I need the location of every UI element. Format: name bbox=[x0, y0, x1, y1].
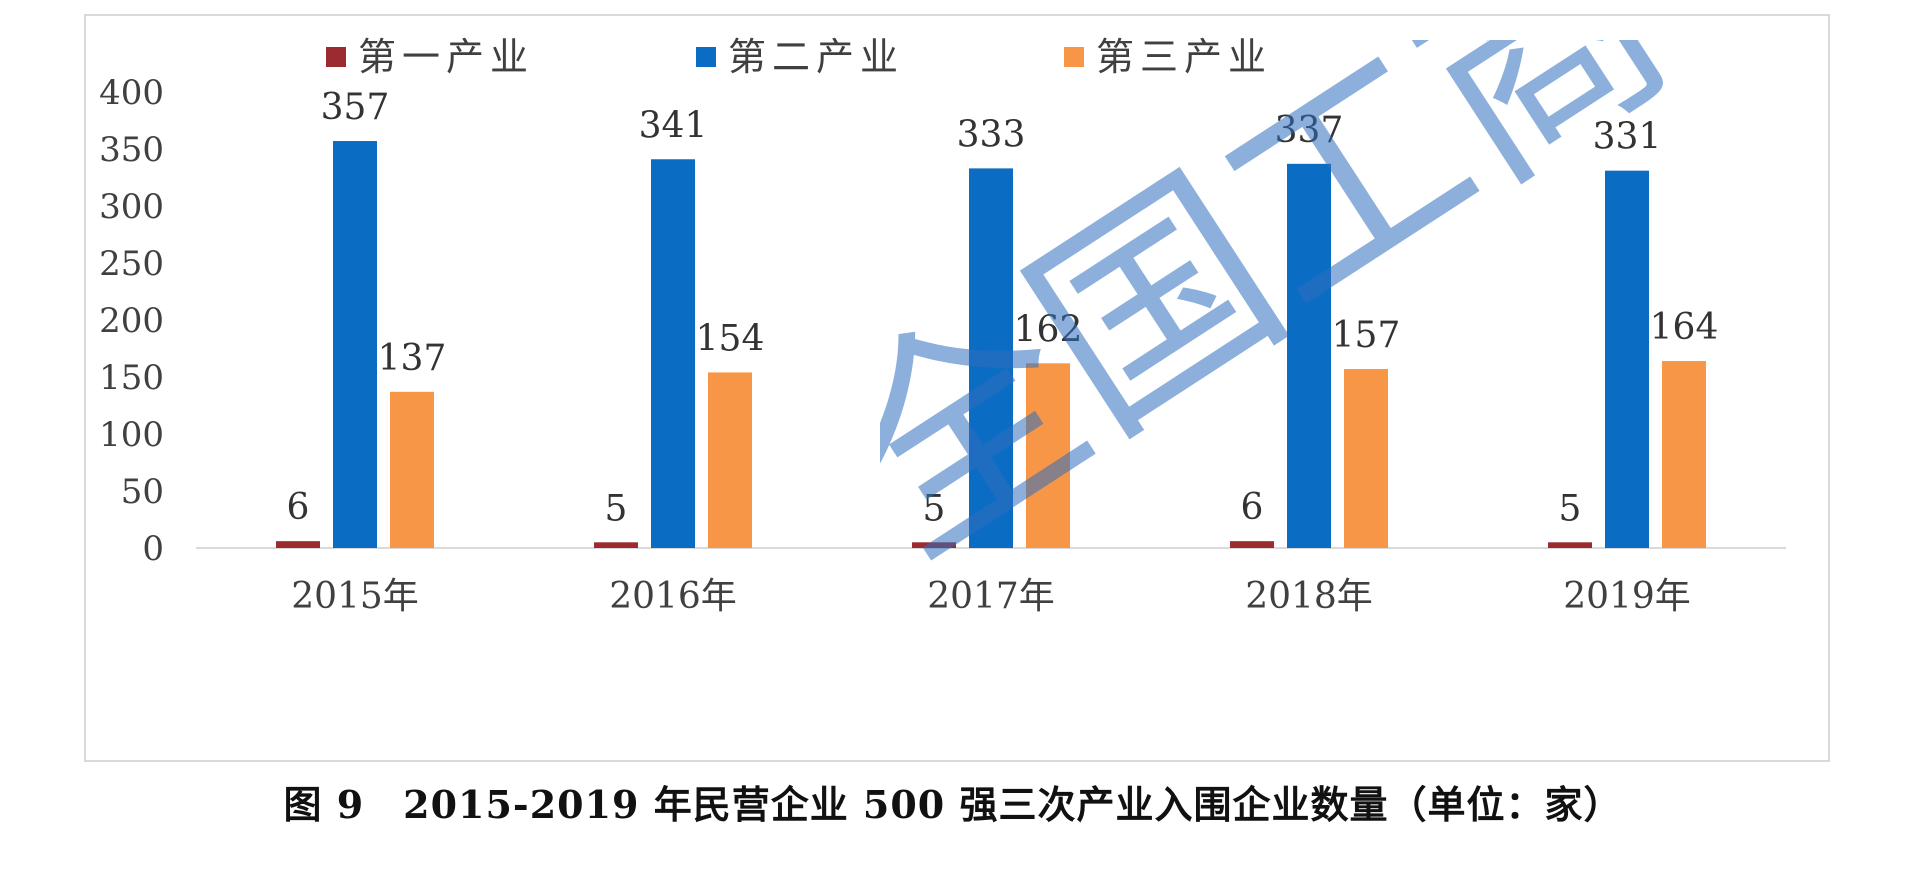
data-label: 357 bbox=[321, 87, 390, 128]
y-tick-label: 400 bbox=[99, 73, 164, 113]
legend-swatch bbox=[1064, 47, 1084, 67]
bar bbox=[1605, 170, 1649, 548]
legend-swatch bbox=[326, 47, 346, 67]
legend-swatch bbox=[696, 47, 716, 67]
data-label: 5 bbox=[1559, 488, 1582, 529]
y-tick-label: 300 bbox=[99, 187, 164, 227]
data-label: 341 bbox=[639, 105, 708, 146]
data-label: 164 bbox=[1650, 307, 1719, 348]
x-tick-label: 2019年 bbox=[1563, 576, 1691, 617]
data-label: 5 bbox=[605, 488, 628, 529]
bar bbox=[651, 159, 695, 548]
y-tick-label: 350 bbox=[99, 130, 164, 170]
y-tick-label: 150 bbox=[99, 358, 164, 398]
chart-frame: 0 50 100 150 200 250 300 350 400 6 357 137 2015年 5 341… bbox=[84, 14, 1830, 762]
bar bbox=[1344, 369, 1388, 548]
bar bbox=[969, 168, 1013, 548]
x-tick-label: 2015年 bbox=[291, 576, 419, 617]
bar bbox=[1026, 363, 1070, 548]
bar bbox=[1548, 542, 1592, 548]
legend-label: 第三产业 bbox=[1096, 35, 1272, 79]
y-tick-label: 0 bbox=[142, 529, 164, 569]
x-tick-label: 2018年 bbox=[1245, 576, 1373, 617]
bar bbox=[1230, 541, 1274, 548]
bar bbox=[390, 391, 434, 548]
y-tick-label: 200 bbox=[99, 301, 164, 341]
legend-label: 第一产业 bbox=[358, 35, 534, 79]
data-label: 162 bbox=[1014, 309, 1083, 350]
figure-caption: 图 9 2015-2019 年民营企业 500 强三次产业入围企业数量（单位：家… bbox=[283, 782, 1623, 827]
bar bbox=[912, 542, 956, 548]
bar bbox=[333, 141, 377, 548]
data-label: 154 bbox=[696, 318, 765, 359]
x-tick-label: 2017年 bbox=[927, 576, 1055, 617]
data-label: 5 bbox=[923, 488, 946, 529]
legend-label: 第二产业 bbox=[728, 35, 904, 79]
data-label: 331 bbox=[1593, 117, 1662, 158]
data-label: 157 bbox=[1332, 315, 1401, 356]
x-tick-label: 2016年 bbox=[609, 576, 737, 617]
data-label: 333 bbox=[957, 114, 1026, 155]
data-label: 137 bbox=[378, 338, 447, 379]
y-tick-label: 100 bbox=[99, 415, 164, 455]
data-label: 337 bbox=[1275, 110, 1344, 151]
bar bbox=[1662, 361, 1706, 548]
data-label: 6 bbox=[1241, 487, 1264, 528]
bar bbox=[594, 542, 638, 548]
bar bbox=[276, 541, 320, 548]
y-tick-label: 50 bbox=[121, 472, 164, 512]
data-label: 6 bbox=[287, 487, 310, 528]
y-tick-label: 250 bbox=[99, 244, 164, 284]
bar bbox=[708, 372, 752, 548]
bar bbox=[1287, 163, 1331, 548]
bar-chart: 0 50 100 150 200 250 300 350 400 6 357 137 2015年 5 341… bbox=[99, 35, 1786, 617]
